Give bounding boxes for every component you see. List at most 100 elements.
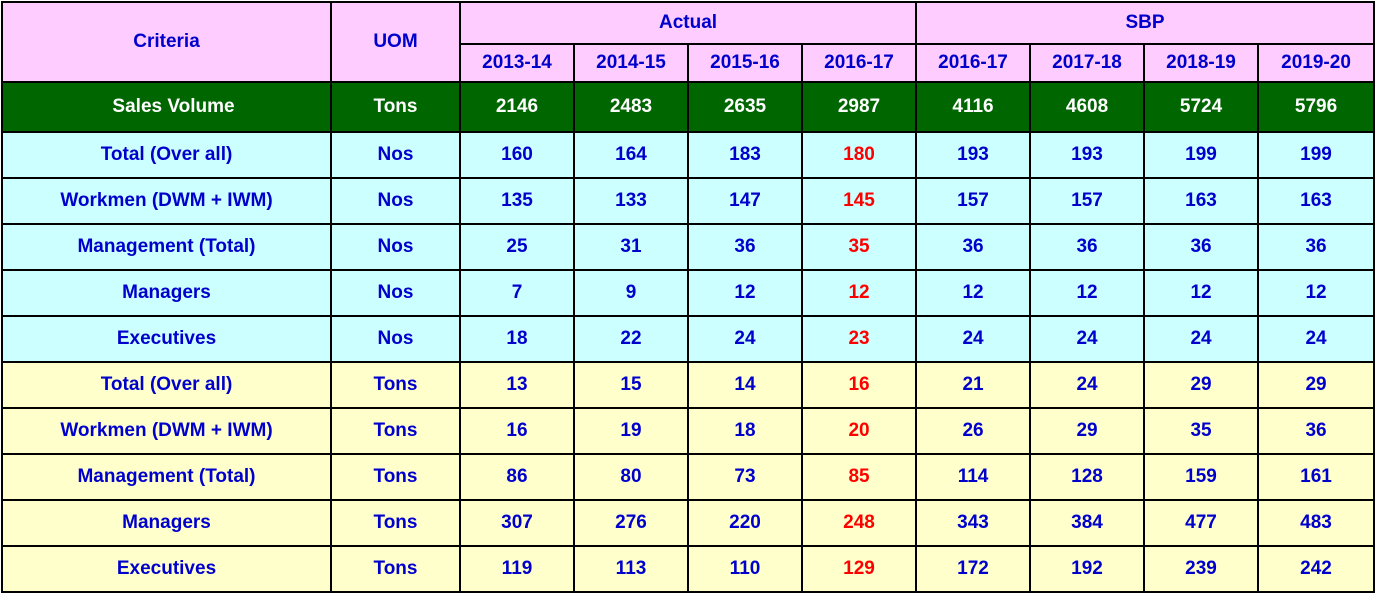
value-cell: 199	[1257, 131, 1376, 179]
value-cell: 29	[1029, 407, 1146, 455]
value-cell: 29	[1143, 361, 1260, 409]
value-cell: 15	[573, 361, 689, 409]
table-row: Total (Over all) Nos 160 164 183 180 193 193 199…	[1, 131, 1376, 179]
value-cell: 9	[573, 269, 689, 317]
year-header: 2019-20	[1257, 43, 1376, 83]
table-row: Managers Nos 7 9 12 12 12 12 12 12	[1, 269, 1376, 317]
value-cell: 12	[1029, 269, 1146, 317]
value-cell: 26	[915, 407, 1032, 455]
sbp-header: SBP	[915, 1, 1376, 45]
value-cell: 19	[573, 407, 689, 455]
actual-header: Actual	[458, 1, 918, 45]
value-cell: 5796	[1257, 81, 1376, 133]
value-cell: 4116	[915, 81, 1032, 133]
value-cell: 483	[1257, 499, 1376, 547]
value-cell: 161	[1257, 453, 1376, 501]
value-cell: 36	[1257, 223, 1376, 271]
value-cell: 24	[1257, 315, 1376, 363]
value-cell: 239	[1143, 545, 1260, 593]
value-cell: 110	[687, 545, 803, 593]
value-cell: 12	[1143, 269, 1260, 317]
value-cell: 24	[1029, 361, 1146, 409]
table-row: Total (Over all) Tons 13 15 14 16 21 24 29 29	[1, 361, 1376, 409]
value-cell: 2146	[459, 81, 575, 133]
value-cell: 145	[800, 177, 918, 225]
value-cell: 384	[1029, 499, 1146, 547]
value-cell: 157	[915, 177, 1032, 225]
criteria-cell: Managers	[1, 269, 332, 317]
value-cell: 164	[573, 131, 689, 179]
value-cell: 86	[459, 453, 575, 501]
uom-cell: Tons	[330, 81, 461, 133]
value-cell: 129	[800, 545, 918, 593]
uom-cell: Nos	[330, 177, 461, 225]
year-header: 2016-17	[800, 43, 918, 83]
value-cell: 4608	[1029, 81, 1146, 133]
year-header: 2017-18	[1029, 43, 1146, 83]
table-row: Workmen (DWM + IWM) Tons 16 19 18 20 26 29 35 36	[1, 407, 1376, 455]
value-cell: 199	[1143, 131, 1260, 179]
value-cell: 2635	[687, 81, 803, 133]
uom-cell: Nos	[330, 269, 461, 317]
table-row: Executives Tons 119 113 110 129 172 192 239 242	[1, 545, 1376, 593]
value-cell: 220	[687, 499, 803, 547]
value-cell: 24	[1029, 315, 1146, 363]
value-cell: 12	[915, 269, 1032, 317]
value-cell: 242	[1257, 545, 1376, 593]
value-cell: 113	[573, 545, 689, 593]
value-cell: 35	[800, 223, 918, 271]
year-header: 2015-16	[687, 43, 803, 83]
value-cell: 85	[800, 453, 918, 501]
value-cell: 73	[687, 453, 803, 501]
criteria-cell: Executives	[1, 315, 332, 363]
value-cell: 29	[1257, 361, 1376, 409]
value-cell: 24	[1143, 315, 1260, 363]
value-cell: 80	[573, 453, 689, 501]
value-cell: 172	[915, 545, 1032, 593]
value-cell: 31	[573, 223, 689, 271]
value-cell: 21	[915, 361, 1032, 409]
uom-header: UOM	[330, 1, 461, 83]
value-cell: 163	[1257, 177, 1376, 225]
value-cell: 14	[687, 361, 803, 409]
value-cell: 12	[800, 269, 918, 317]
value-cell: 192	[1029, 545, 1146, 593]
uom-cell: Tons	[330, 407, 461, 455]
header-row-years: 2013-14 2014-15 2015-16 2016-17 2016-17 …	[2, 43, 1376, 83]
value-cell: 477	[1143, 499, 1260, 547]
uom-cell: Tons	[330, 499, 461, 547]
criteria-cell: Total (Over all)	[1, 361, 332, 409]
value-cell: 23	[800, 315, 918, 363]
value-cell: 2483	[573, 81, 689, 133]
value-cell: 193	[1029, 131, 1146, 179]
value-cell: 276	[573, 499, 689, 547]
criteria-header: Criteria	[1, 1, 332, 83]
value-cell: 36	[915, 223, 1032, 271]
value-cell: 24	[915, 315, 1032, 363]
value-cell: 36	[1257, 407, 1376, 455]
value-cell: 36	[1029, 223, 1146, 271]
value-cell: 163	[1143, 177, 1260, 225]
sales-volume-row: Sales Volume Tons 2146 2483 2635 2987 41…	[1, 81, 1376, 133]
year-header: 2016-17	[915, 43, 1032, 83]
criteria-cell: Management (Total)	[1, 223, 332, 271]
value-cell: 36	[687, 223, 803, 271]
criteria-cell: Executives	[1, 545, 332, 593]
value-cell: 25	[459, 223, 575, 271]
value-cell: 13	[459, 361, 575, 409]
value-cell: 22	[573, 315, 689, 363]
criteria-cell: Workmen (DWM + IWM)	[1, 407, 332, 455]
uom-cell: Nos	[330, 315, 461, 363]
criteria-cell: Managers	[1, 499, 332, 547]
value-cell: 160	[459, 131, 575, 179]
value-cell: 147	[687, 177, 803, 225]
value-cell: 20	[800, 407, 918, 455]
value-cell: 5724	[1143, 81, 1260, 133]
value-cell: 18	[687, 407, 803, 455]
value-cell: 193	[915, 131, 1032, 179]
value-cell: 135	[459, 177, 575, 225]
table-row: Management (Total) Nos 25 31 36 35 36 36 36 36	[1, 223, 1376, 271]
uom-cell: Nos	[330, 223, 461, 271]
value-cell: 24	[687, 315, 803, 363]
value-cell: 343	[915, 499, 1032, 547]
